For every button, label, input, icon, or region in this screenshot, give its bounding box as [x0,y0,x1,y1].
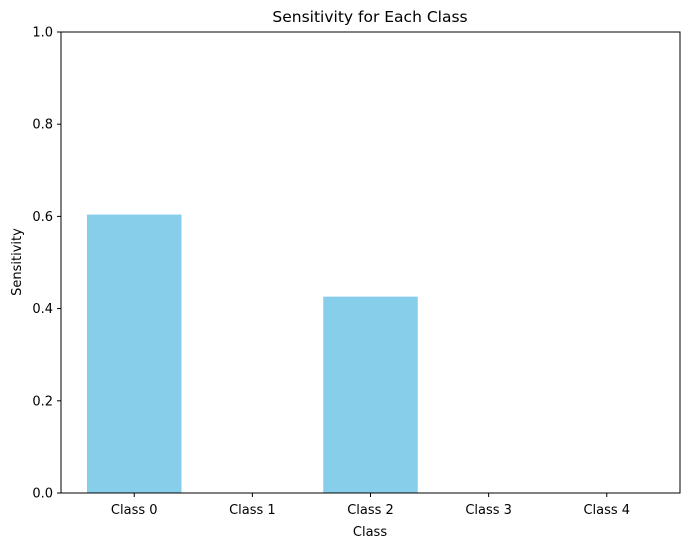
y-tick-label: 0.8 [32,118,53,133]
y-tick-label: 0.6 [32,210,53,225]
x-tick-label: Class 2 [347,503,394,518]
x-axis-label: Class [353,525,387,540]
chart-title: Sensitivity for Each Class [272,8,467,26]
y-tick-label: 1.0 [32,26,53,41]
x-tick-label: Class 1 [229,503,276,518]
y-axis-label: Sensitivity [10,228,25,296]
bars-group [86,214,418,493]
bar-class-2 [323,296,418,493]
y-axis: 0.0 0.2 0.4 0.6 0.8 1.0 [32,26,61,502]
x-tick-label: Class 4 [583,503,630,518]
y-tick-label: 0.0 [32,487,53,502]
y-tick-label: 0.4 [32,302,53,317]
y-tick-label: 0.2 [32,394,53,409]
x-axis: Class 0 Class 1 Class 2 Class 3 Class 4 [111,493,630,518]
bar-class-0 [86,214,182,493]
x-tick-label: Class 0 [111,503,158,518]
x-tick-label: Class 3 [465,503,512,518]
